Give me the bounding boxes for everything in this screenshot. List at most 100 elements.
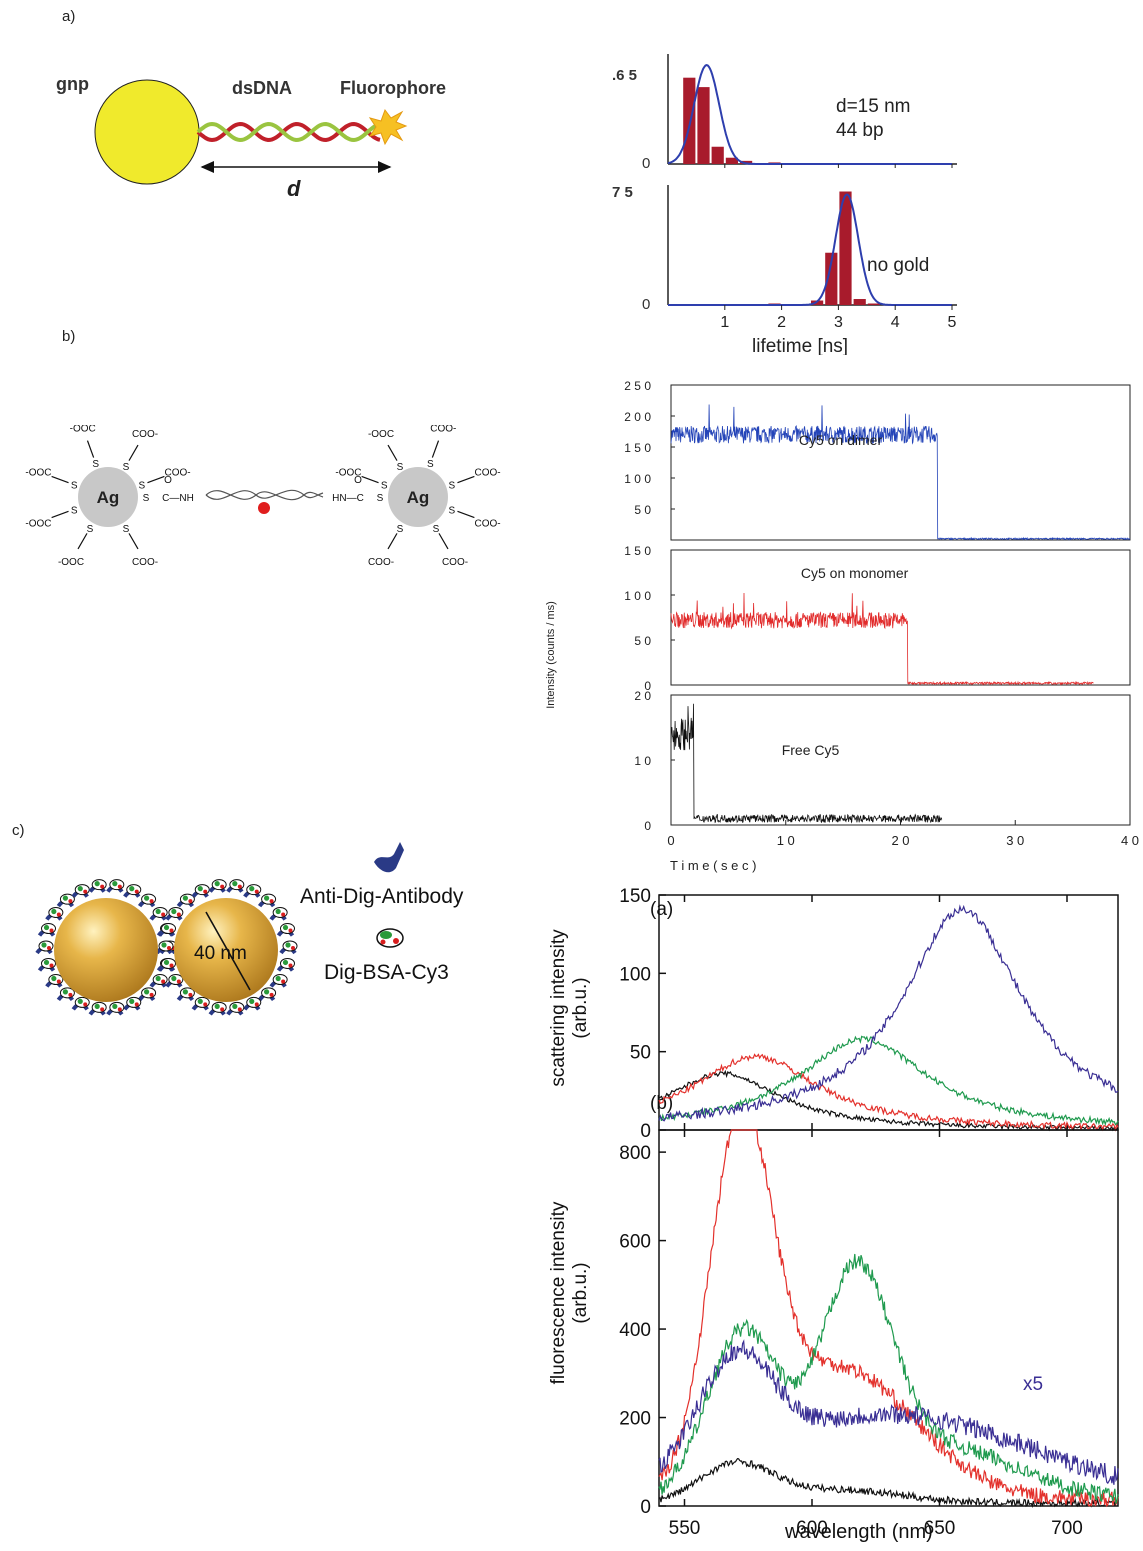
histogram-bar xyxy=(853,299,866,305)
sulfur-label: S xyxy=(123,524,130,535)
y-tick-label: 1 0 xyxy=(634,754,651,768)
sulfur-label: S xyxy=(71,481,78,492)
fluorescence-spectrum-line xyxy=(658,1129,1119,1508)
carboxyl-label: COO- xyxy=(132,557,158,568)
trace-frame xyxy=(670,384,1131,541)
y-tick-label: 0 xyxy=(640,1121,651,1142)
carboxyl-label: -OOC xyxy=(58,557,84,568)
lifetime-histogram-gnp: .6 5 0 d=15 nm 44 bp xyxy=(612,54,957,170)
x-tick-label: 1 0 xyxy=(777,833,795,848)
y-tick-label: 2 5 0 xyxy=(624,379,651,393)
histogram-bar xyxy=(697,87,710,164)
antibody-shell xyxy=(35,879,298,1016)
dna-strand-red xyxy=(196,121,381,143)
y-axis-title-scattering: scattering intensity xyxy=(548,929,569,1087)
bond-line xyxy=(457,475,475,484)
bsa-dot-green xyxy=(249,998,255,1004)
bond-line xyxy=(387,444,398,461)
bond-line xyxy=(457,510,475,519)
x-tick-label: 4 0 xyxy=(1121,833,1139,848)
bsa-dot-green xyxy=(43,959,50,966)
plot-frame xyxy=(658,894,1119,1131)
bsa-dot-green xyxy=(41,942,47,948)
fluorophore-label: Fluorophore xyxy=(340,78,446,98)
x-tick-label: 4 xyxy=(891,314,900,331)
x-tick-label: 2 xyxy=(777,314,786,331)
bsa-dot-red xyxy=(56,912,61,917)
oxygen-label: O xyxy=(354,475,362,486)
scattering-spectrum-line xyxy=(658,1069,1119,1132)
bsa-dot-green xyxy=(129,998,135,1004)
histogram-bar xyxy=(839,191,852,305)
sulfur-label: S xyxy=(448,481,455,492)
y-tick-label: 1 0 0 xyxy=(624,589,651,603)
y-tick-label: 1 5 0 xyxy=(624,544,651,558)
histogram-bar xyxy=(725,157,738,164)
gold-dimer-diagram: 40 nm Anti-Dig-Antibody Dig-BSA-Cy3 xyxy=(35,842,464,1016)
bsa-dot-red xyxy=(56,979,61,984)
bsa-dot-green xyxy=(144,989,150,995)
bsa-dot-red xyxy=(188,899,193,904)
gold-sphere-right xyxy=(174,898,278,1002)
annotation-bp: 44 bp xyxy=(836,120,884,141)
bsa-dot-red xyxy=(117,884,122,889)
bsa-dot-green xyxy=(182,989,188,995)
gnp-dna-diagram: gnp dsDNA Fluorophore d xyxy=(56,74,446,201)
y-tick-label: 800 xyxy=(619,1143,651,1164)
bsa-dot-green xyxy=(77,886,83,892)
annotation-no-gold: no gold xyxy=(867,255,929,276)
x-tick-label: 600 xyxy=(796,1518,828,1539)
y-tick-label: 150 xyxy=(619,886,651,907)
bsa-dot-red xyxy=(291,946,295,950)
bond-line xyxy=(387,533,398,550)
trace-label: Cy5 on monomer xyxy=(801,565,909,581)
bsa-dot-green xyxy=(62,895,68,901)
sulfur-label: S xyxy=(138,481,145,492)
annotation-x5: x5 xyxy=(1023,1374,1043,1395)
histogram-bar xyxy=(711,146,724,164)
carboxyl-label: -OOC xyxy=(70,425,96,434)
x-tick-label: 550 xyxy=(669,1518,701,1539)
histogram-bar xyxy=(867,303,880,305)
bsa-dot-red xyxy=(161,979,166,984)
bsa-dot-red xyxy=(117,1007,122,1012)
bsa-dot-red xyxy=(83,1002,88,1007)
bsa-dot-red xyxy=(176,979,181,984)
bsa-dot-green xyxy=(94,1003,100,1009)
carboxyl-label: -OOC xyxy=(368,429,394,440)
bsa-dot-red xyxy=(254,1002,259,1007)
sulfur-label: S xyxy=(397,462,404,473)
fluorescence-spectrum-line xyxy=(658,1457,1119,1509)
y-axis-unit-fluorescence: (arb.u.) xyxy=(570,1262,591,1323)
bsa-dot-green xyxy=(264,989,270,995)
y-axis-title-fluorescence: fluorescence intensity xyxy=(548,1201,569,1384)
bsa-dot-red xyxy=(281,979,286,984)
bsa-dot-red xyxy=(203,1002,208,1007)
bsa-dot-green xyxy=(144,895,150,901)
bsa-dot-red xyxy=(68,899,73,904)
bsa-dot-red xyxy=(176,912,181,917)
bond-line xyxy=(86,440,95,458)
bsa-dot-green xyxy=(264,895,270,901)
bsa-dot-red xyxy=(149,992,154,997)
trace-line xyxy=(670,592,1094,686)
y-tick-label: 2 0 0 xyxy=(624,410,651,424)
trace-frame xyxy=(670,549,1131,686)
y-tick-label: 100 xyxy=(619,964,651,985)
gold-nanoparticle xyxy=(94,79,200,185)
sulfur-label: S xyxy=(433,524,440,535)
bond-line xyxy=(361,475,379,484)
ag-particle-right: Ag S COO- S COO- S COO- S COO- S -OOC S -OOC S COO- S HN… xyxy=(332,425,500,568)
y-tick-label: 0 xyxy=(644,679,651,693)
bond-line xyxy=(438,533,449,550)
gaussian-fit-line xyxy=(668,193,952,306)
bsa-dot-green xyxy=(43,924,50,931)
bsa-dot-green xyxy=(161,942,167,948)
bsa-dot-red xyxy=(237,1007,242,1012)
amide-label: HN—C xyxy=(332,493,364,504)
amide-label: C—NH xyxy=(162,493,194,504)
bsa-label: Dig-BSA-Cy3 xyxy=(324,961,449,984)
carboxyl-label: COO- xyxy=(132,429,158,440)
bsa-dot-red xyxy=(281,912,286,917)
bsa-dot-green xyxy=(94,881,100,887)
